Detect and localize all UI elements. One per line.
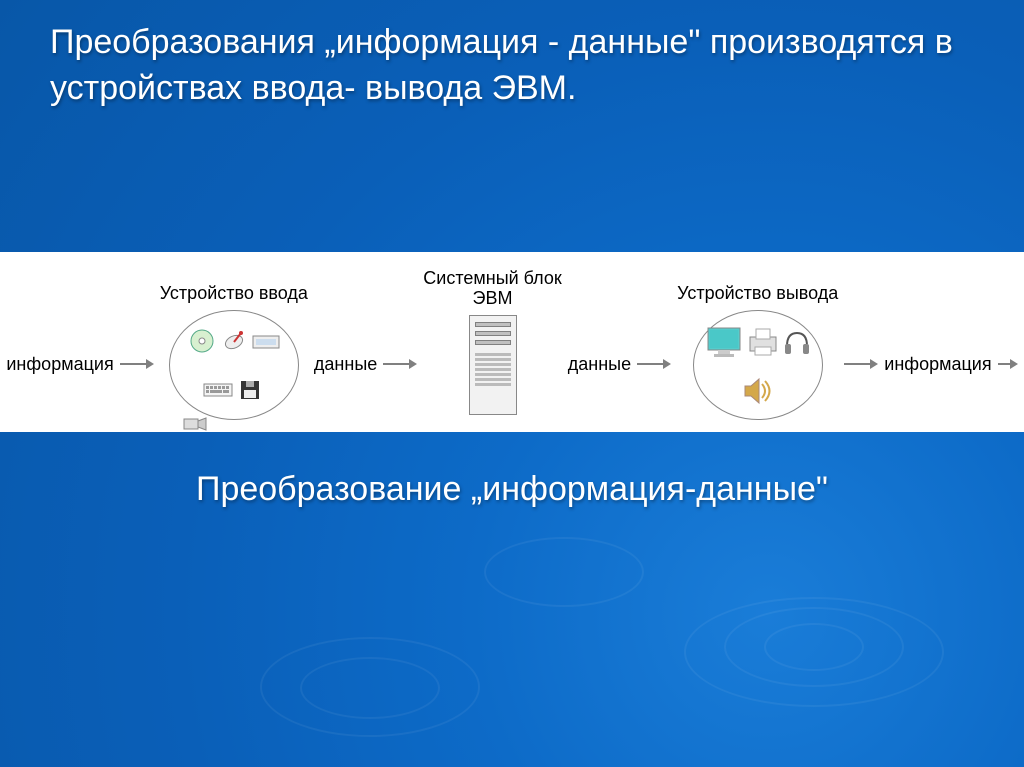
output-device-column: Устройство вывода: [677, 264, 838, 420]
input-device-label: Устройство ввода: [160, 264, 308, 304]
printer-icon: [746, 327, 780, 357]
diagram-caption: Преобразование „информация-данные": [0, 470, 1024, 509]
input-device-column: Устройство ввода: [160, 264, 308, 420]
arrow-right-icon: [383, 356, 417, 372]
diagram-strip: информация Устройство ввода: [0, 252, 1024, 432]
ripple-decor: [484, 537, 644, 607]
output-device-cluster: [693, 310, 823, 420]
speaker-icon: [742, 376, 774, 406]
page-title: Преобразования „информация - данные" про…: [0, 0, 1024, 122]
cd-icon: [187, 328, 217, 354]
arrow-right-icon: [998, 356, 1018, 372]
output-device-label: Устройство вывода: [677, 264, 838, 304]
keyboard-icon: [203, 377, 233, 403]
arrow-right-icon: [637, 356, 671, 372]
headphones-icon: [782, 328, 812, 356]
flow-label-data-2: данные: [568, 354, 631, 375]
satellite-dish-icon: [219, 328, 249, 354]
flow-label-info-out: информация: [884, 354, 991, 375]
flow-label-info-in: информация: [6, 354, 113, 375]
camcorder-icon: [180, 411, 210, 437]
floppy-icon: [235, 377, 265, 403]
flow-label-data-1: данные: [314, 354, 377, 375]
arrow-right-icon: [844, 356, 878, 372]
arrow-right-icon: [120, 356, 154, 372]
ripple-decor: [764, 623, 864, 671]
input-device-cluster: [169, 310, 299, 420]
system-unit-label: Системный блок ЭВМ: [423, 269, 562, 309]
system-unit-column: Системный блок ЭВМ: [423, 269, 562, 415]
scanner-icon: [251, 328, 281, 354]
flow-diagram: информация Устройство ввода: [6, 264, 1017, 420]
monitor-icon: [704, 325, 744, 359]
ripple-decor: [300, 657, 440, 719]
system-unit-icon: [469, 315, 517, 415]
